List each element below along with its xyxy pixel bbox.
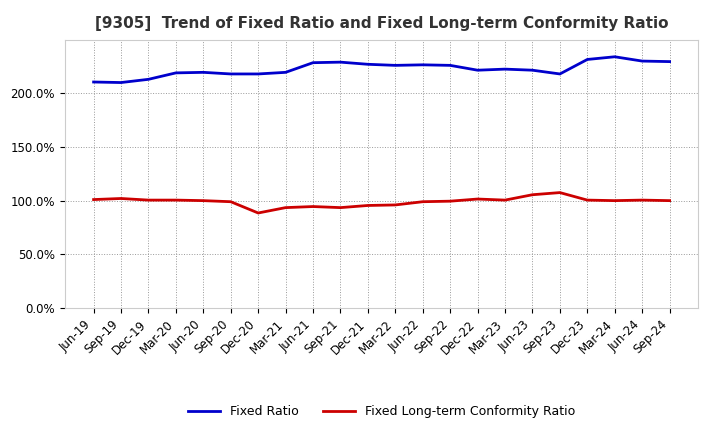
Fixed Long-term Conformity Ratio xyxy=(336,205,345,210)
Fixed Ratio xyxy=(418,62,427,67)
Fixed Ratio xyxy=(446,63,454,68)
Fixed Long-term Conformity Ratio xyxy=(282,205,290,210)
Fixed Ratio xyxy=(611,54,619,59)
Fixed Ratio xyxy=(473,68,482,73)
Fixed Long-term Conformity Ratio xyxy=(446,198,454,204)
Line: Fixed Ratio: Fixed Ratio xyxy=(94,57,670,83)
Title: [9305]  Trend of Fixed Ratio and Fixed Long-term Conformity Ratio: [9305] Trend of Fixed Ratio and Fixed Lo… xyxy=(95,16,668,32)
Fixed Ratio xyxy=(556,71,564,77)
Fixed Ratio xyxy=(171,70,180,76)
Fixed Ratio xyxy=(309,60,318,65)
Fixed Long-term Conformity Ratio xyxy=(556,190,564,195)
Fixed Ratio xyxy=(254,71,263,77)
Fixed Ratio xyxy=(665,59,674,64)
Fixed Long-term Conformity Ratio xyxy=(418,199,427,204)
Fixed Long-term Conformity Ratio xyxy=(638,198,647,203)
Fixed Ratio xyxy=(282,70,290,75)
Line: Fixed Long-term Conformity Ratio: Fixed Long-term Conformity Ratio xyxy=(94,193,670,213)
Fixed Long-term Conformity Ratio xyxy=(611,198,619,203)
Legend: Fixed Ratio, Fixed Long-term Conformity Ratio: Fixed Ratio, Fixed Long-term Conformity … xyxy=(184,400,580,423)
Fixed Long-term Conformity Ratio xyxy=(500,198,509,203)
Fixed Long-term Conformity Ratio xyxy=(171,198,180,203)
Fixed Ratio xyxy=(89,79,98,84)
Fixed Long-term Conformity Ratio xyxy=(199,198,207,203)
Fixed Ratio xyxy=(144,77,153,82)
Fixed Long-term Conformity Ratio xyxy=(391,202,400,208)
Fixed Long-term Conformity Ratio xyxy=(144,198,153,203)
Fixed Ratio xyxy=(117,80,125,85)
Fixed Long-term Conformity Ratio xyxy=(89,197,98,202)
Fixed Long-term Conformity Ratio xyxy=(117,196,125,201)
Fixed Ratio xyxy=(364,62,372,67)
Fixed Ratio xyxy=(199,70,207,75)
Fixed Long-term Conformity Ratio xyxy=(473,196,482,202)
Fixed Ratio xyxy=(500,66,509,72)
Fixed Long-term Conformity Ratio xyxy=(528,192,537,198)
Fixed Long-term Conformity Ratio xyxy=(665,198,674,203)
Fixed Long-term Conformity Ratio xyxy=(309,204,318,209)
Fixed Ratio xyxy=(638,59,647,64)
Fixed Long-term Conformity Ratio xyxy=(226,199,235,204)
Fixed Ratio xyxy=(226,71,235,77)
Fixed Ratio xyxy=(391,63,400,68)
Fixed Long-term Conformity Ratio xyxy=(254,210,263,216)
Fixed Ratio xyxy=(336,59,345,65)
Fixed Ratio xyxy=(528,68,537,73)
Fixed Long-term Conformity Ratio xyxy=(364,203,372,208)
Fixed Ratio xyxy=(583,57,592,62)
Fixed Long-term Conformity Ratio xyxy=(583,198,592,203)
